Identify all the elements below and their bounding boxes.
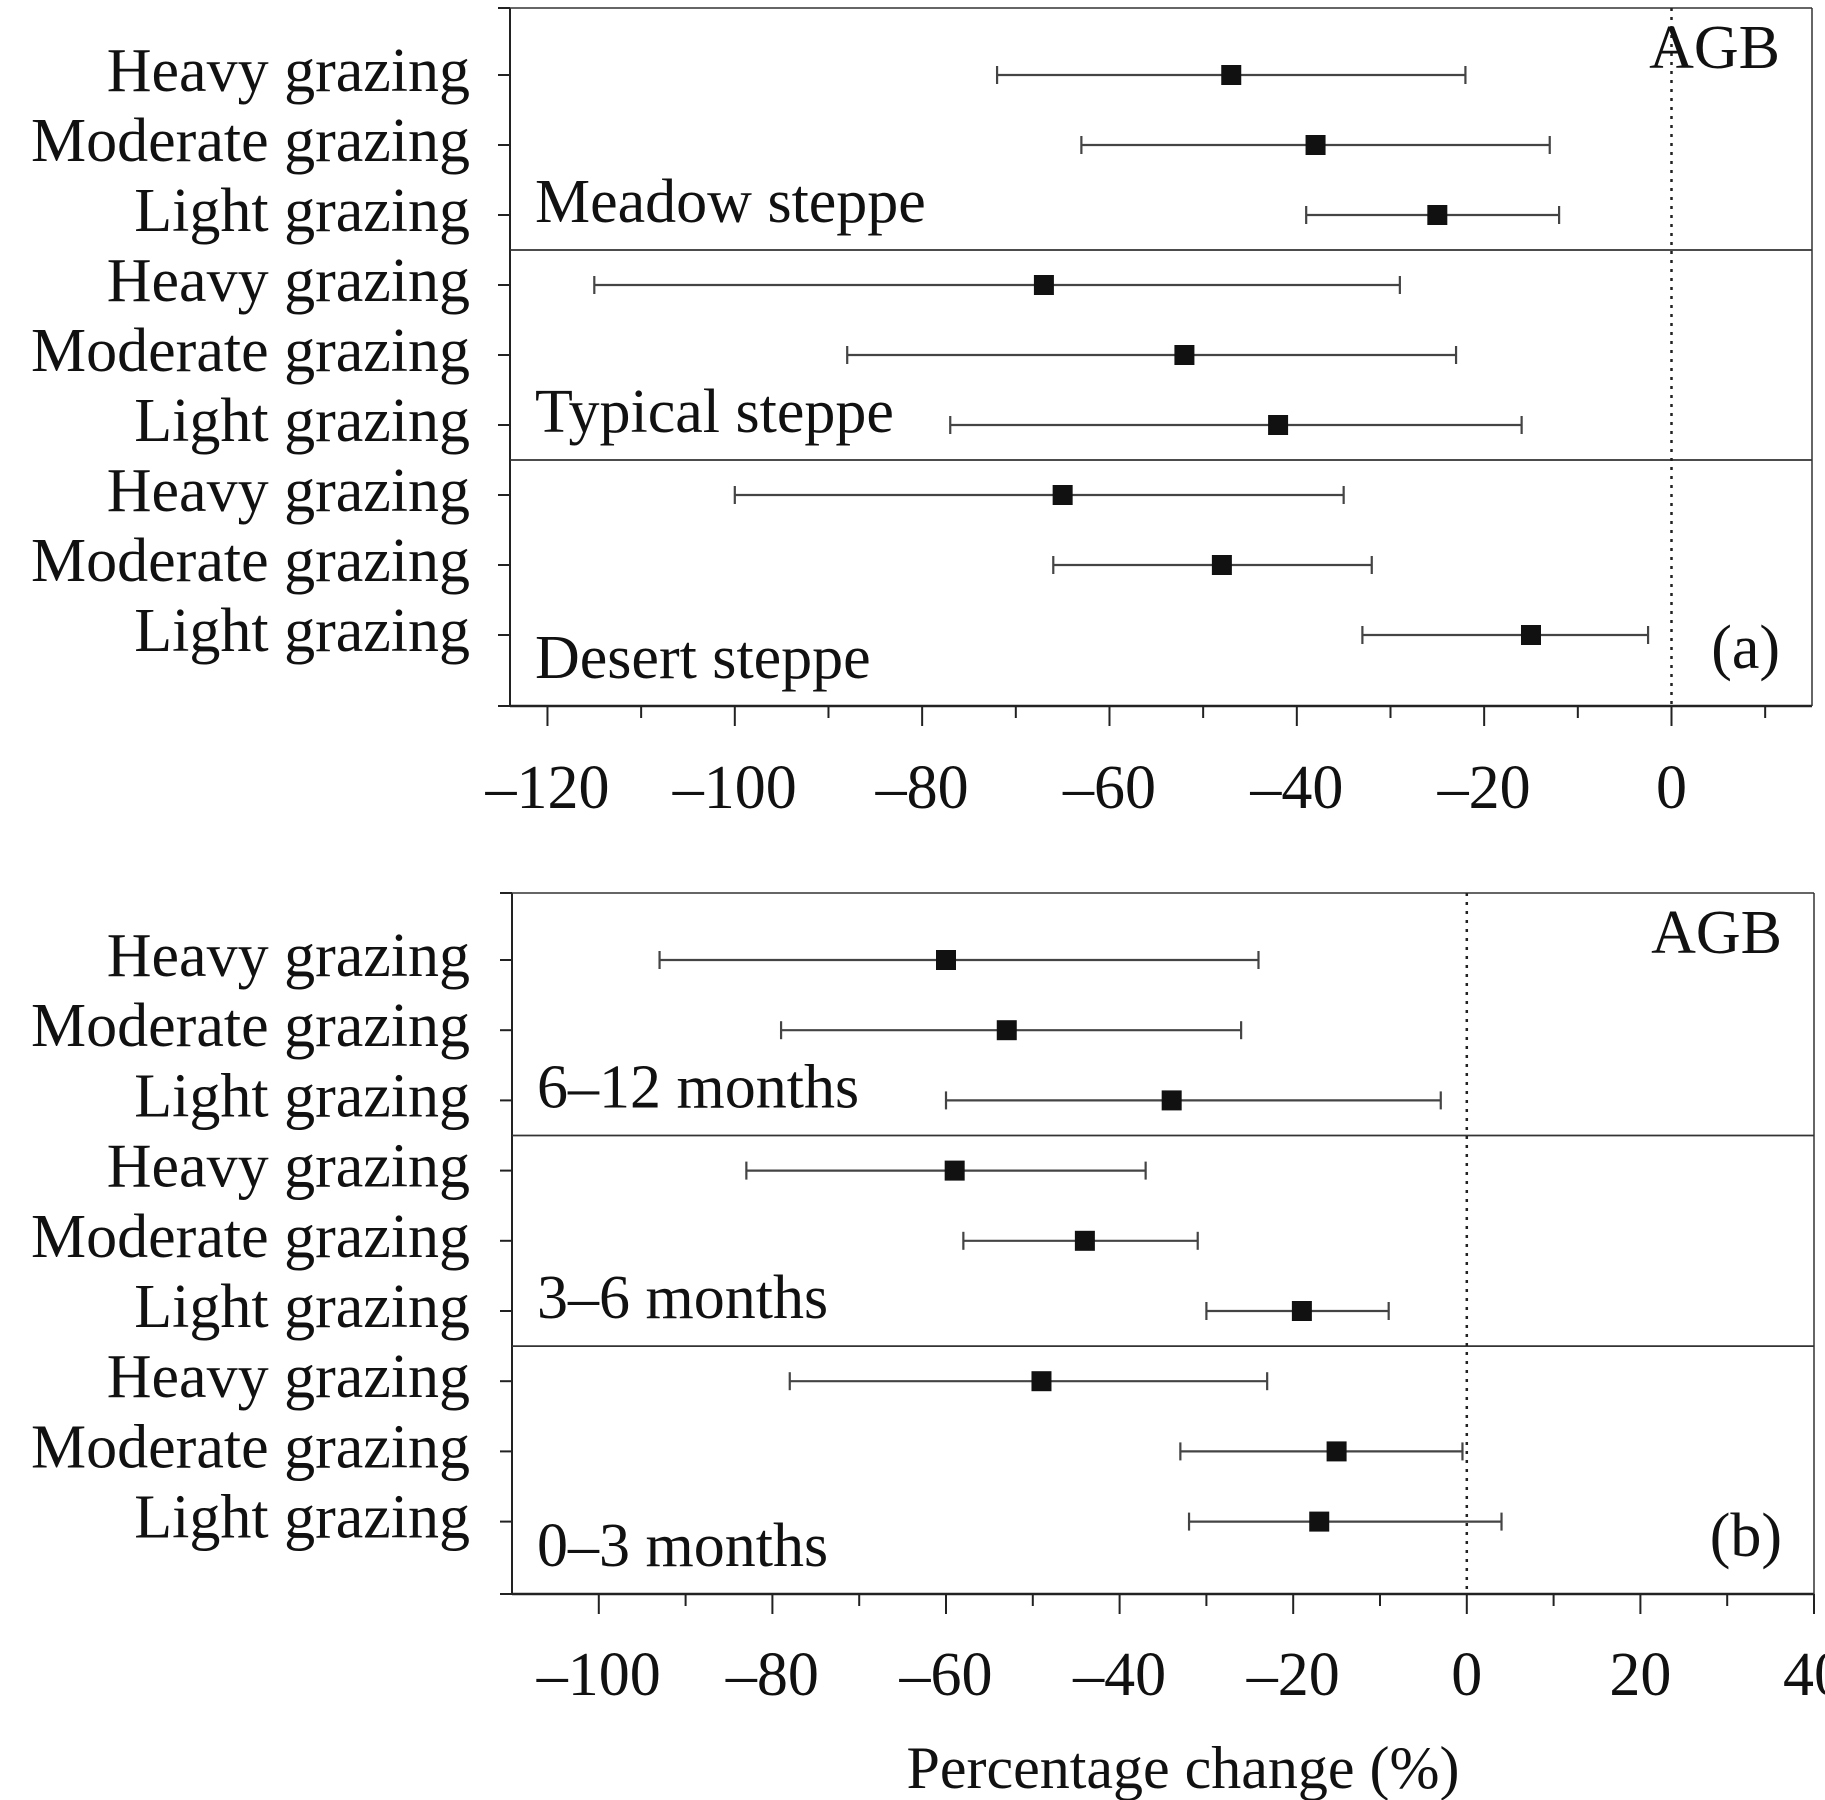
estimate-marker xyxy=(1291,1301,1312,1321)
row-label: Moderate grazing xyxy=(31,1203,470,1271)
estimate-marker xyxy=(936,950,956,970)
x-tick-label: –60 xyxy=(899,1641,993,1709)
row-label: Heavy grazing xyxy=(107,1133,470,1201)
group-label: Meadow steppe xyxy=(535,168,926,236)
x-tick-label: 0 xyxy=(1656,754,1687,822)
estimate-marker xyxy=(1427,205,1448,225)
row-label: Light grazing xyxy=(134,1273,470,1341)
row-label: Moderate grazing xyxy=(31,317,470,385)
estimate-marker xyxy=(1174,345,1195,365)
x-tick-label: –100 xyxy=(536,1641,661,1709)
estimate-marker xyxy=(1309,1511,1330,1532)
estimate-marker xyxy=(996,1020,1017,1041)
estimate-marker xyxy=(1268,415,1289,435)
group-label: 3–6 months xyxy=(537,1264,828,1332)
estimate-marker xyxy=(944,1160,965,1181)
x-tick-label: –100 xyxy=(672,754,797,822)
panel-b: –100–80–60–40–2002040Heavy grazingModera… xyxy=(31,892,1825,1800)
x-tick-label: –40 xyxy=(1072,1641,1166,1709)
group-label: Desert steppe xyxy=(535,624,871,692)
x-tick-label: –20 xyxy=(1437,754,1531,822)
x-tick-label: –80 xyxy=(875,754,969,822)
estimate-marker xyxy=(1221,65,1242,85)
row-label: Moderate grazing xyxy=(31,107,470,175)
estimate-marker xyxy=(1074,1230,1095,1251)
row-label: Light grazing xyxy=(134,1062,470,1130)
row-label: Moderate grazing xyxy=(31,527,470,595)
row-label: Heavy grazing xyxy=(107,457,470,525)
x-tick-label: 40 xyxy=(1783,1641,1825,1709)
x-tick-label: 0 xyxy=(1451,1641,1482,1709)
metric-label: AGB xyxy=(1651,899,1782,967)
group-label: Typical steppe xyxy=(535,378,894,446)
group-label: 6–12 months xyxy=(537,1054,859,1122)
row-label: Moderate grazing xyxy=(31,992,470,1060)
estimate-marker xyxy=(1031,1371,1052,1392)
panel-label: (b) xyxy=(1710,1502,1782,1570)
x-tick-label: 20 xyxy=(1609,1641,1671,1709)
row-label: Heavy grazing xyxy=(107,37,470,105)
estimate-marker xyxy=(1520,625,1541,645)
estimate-marker xyxy=(1211,555,1232,575)
x-tick-label: –40 xyxy=(1249,754,1343,822)
row-label: Moderate grazing xyxy=(31,1413,470,1481)
panel-label: (a) xyxy=(1711,614,1780,682)
x-tick-label: –80 xyxy=(725,1641,819,1709)
estimate-marker xyxy=(1161,1090,1182,1111)
row-label: Light grazing xyxy=(134,387,470,455)
metric-label: AGB xyxy=(1649,14,1780,82)
estimate-marker xyxy=(1326,1441,1347,1462)
estimate-marker xyxy=(1033,275,1054,295)
x-tick-label: –60 xyxy=(1062,754,1156,822)
x-tick-label: –120 xyxy=(484,754,609,822)
row-label: Heavy grazing xyxy=(107,1343,470,1411)
row-label: Light grazing xyxy=(134,1484,470,1552)
estimate-marker xyxy=(1305,135,1326,155)
row-label: Heavy grazing xyxy=(107,247,470,315)
estimate-marker xyxy=(1052,485,1073,505)
x-tick-label: –20 xyxy=(1246,1641,1340,1709)
group-label: 0–3 months xyxy=(537,1512,828,1580)
row-label: Heavy grazing xyxy=(107,922,470,990)
x-axis-title: Percentage change (%) xyxy=(906,1735,1459,1800)
row-label: Light grazing xyxy=(134,177,470,245)
row-label: Light grazing xyxy=(134,597,470,665)
